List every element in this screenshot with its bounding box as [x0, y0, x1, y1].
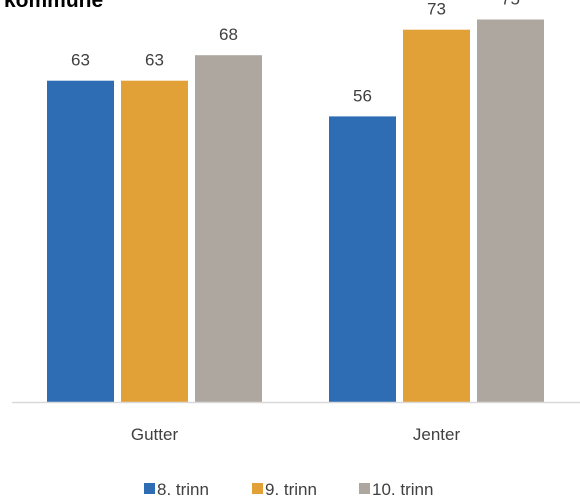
- bar-jenter-2: [403, 29, 470, 402]
- bar-jenter-1: [329, 116, 396, 403]
- legend-label-2: 9. trinn: [265, 480, 317, 499]
- legend-swatch-2: [252, 483, 263, 494]
- bar-gutter-1: [47, 80, 114, 402]
- value-label-gutter-2: 63: [145, 51, 164, 70]
- category-label-gutter: Gutter: [131, 425, 179, 444]
- value-label-jenter-1: 56: [353, 86, 372, 105]
- bars-group: [47, 19, 544, 403]
- legend-swatch-1: [144, 483, 155, 494]
- value-label-jenter-2: 73: [427, 0, 446, 19]
- value-label-gutter-1: 63: [71, 51, 90, 70]
- chart-title: kommune: [4, 0, 104, 12]
- legend-label-3: 10. trinn: [372, 480, 433, 499]
- category-label-jenter: Jenter: [413, 425, 461, 444]
- bar-gutter-3: [195, 55, 262, 402]
- legend-swatch-3: [359, 483, 370, 494]
- category-labels-group: Gutter Jenter: [131, 425, 461, 444]
- value-label-gutter-3: 68: [219, 25, 238, 44]
- legend-label-1: 8. trinn: [157, 480, 209, 499]
- bar-jenter-3: [477, 19, 544, 402]
- value-labels-group: 63 63 68 56 73 75: [71, 0, 520, 105]
- value-label-jenter-3: 75: [501, 0, 520, 9]
- bar-gutter-2: [121, 80, 188, 402]
- legend: 8. trinn 9. trinn 10. trinn: [144, 480, 433, 499]
